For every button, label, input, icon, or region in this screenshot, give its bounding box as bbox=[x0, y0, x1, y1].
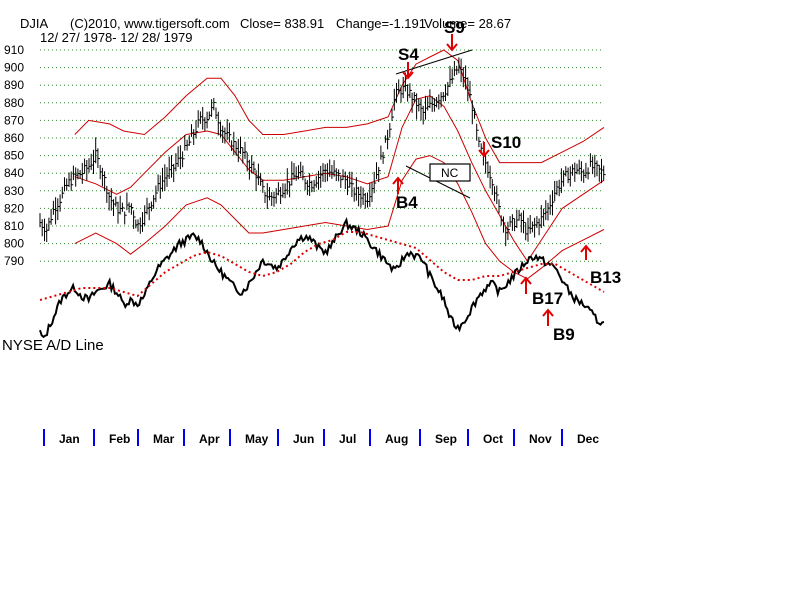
y-tick-label: 800 bbox=[4, 237, 24, 251]
y-tick-label: 820 bbox=[4, 201, 24, 215]
ad-line-label: NYSE A/D Line bbox=[2, 337, 104, 354]
volume-value: Volume= 28.67 bbox=[424, 16, 511, 31]
signal-arrows bbox=[392, 34, 592, 326]
y-tick-label: 890 bbox=[4, 78, 24, 92]
month-label: Feb bbox=[109, 432, 130, 446]
y-tick-label: 860 bbox=[4, 131, 24, 145]
s4-arrow bbox=[402, 62, 414, 80]
signal-b9: B9 bbox=[553, 325, 575, 344]
y-tick-label: 850 bbox=[4, 149, 24, 163]
month-label: Sep bbox=[435, 432, 457, 446]
signal-s9: S9 bbox=[444, 18, 465, 37]
copyright-label: (C)2010, www.tigersoft.com bbox=[70, 16, 230, 31]
signal-s4: S4 bbox=[398, 45, 419, 64]
date-range: 12/ 27/ 1978- 12/ 28/ 1979 bbox=[40, 30, 193, 45]
b9-arrow bbox=[542, 308, 554, 326]
y-tick-label: 810 bbox=[4, 219, 24, 233]
y-tick-labels: 910 900 890 880 870 860 850 840 830 820 810 800 790 bbox=[4, 43, 24, 268]
s10-arrow bbox=[478, 142, 490, 158]
close-value: Close= 838.91 bbox=[240, 16, 324, 31]
signal-b4: B4 bbox=[396, 193, 418, 212]
month-axis: Jan Feb Mar Apr May Jun Jul Aug Sep Oct Nov Dec bbox=[43, 429, 599, 446]
month-label: Mar bbox=[153, 432, 175, 446]
b13-arrow bbox=[580, 244, 592, 260]
lower-band-line bbox=[74, 155, 605, 280]
trendline-nc bbox=[405, 165, 471, 199]
s9-arrow bbox=[446, 34, 458, 52]
y-tick-label: 830 bbox=[4, 184, 24, 198]
upper-band-line bbox=[74, 49, 605, 164]
y-tick-label: 880 bbox=[4, 96, 24, 110]
month-label: Dec bbox=[577, 432, 599, 446]
y-tick-label: 840 bbox=[4, 166, 24, 180]
month-label: Nov bbox=[529, 432, 552, 446]
djia-price-bars bbox=[39, 57, 606, 247]
nc-box bbox=[429, 163, 471, 182]
month-label: Aug bbox=[385, 432, 408, 446]
b4-arrow bbox=[392, 176, 404, 194]
nc-label: NC bbox=[441, 166, 459, 180]
month-label: Jul bbox=[339, 432, 356, 446]
signal-s10: S10 bbox=[491, 133, 521, 152]
month-label: Jan bbox=[59, 432, 80, 446]
y-tick-label: 910 bbox=[4, 43, 24, 57]
month-label: Oct bbox=[483, 432, 503, 446]
b17-arrow bbox=[520, 276, 532, 294]
change-value: Change=-1.191 bbox=[336, 16, 426, 31]
y-tick-label: 900 bbox=[4, 61, 24, 75]
y-tick-label: 790 bbox=[4, 254, 24, 268]
y-tick-label: 870 bbox=[4, 113, 24, 127]
symbol-label: DJIA bbox=[20, 16, 49, 31]
month-label: Apr bbox=[199, 432, 220, 446]
y-gridlines bbox=[40, 49, 604, 262]
month-label: Jun bbox=[293, 432, 314, 446]
nyse-ad-line bbox=[39, 217, 605, 339]
month-label: May bbox=[245, 432, 269, 446]
signal-b13: B13 bbox=[590, 268, 621, 287]
signal-b17: B17 bbox=[532, 289, 563, 308]
ad-moving-average bbox=[39, 231, 605, 301]
